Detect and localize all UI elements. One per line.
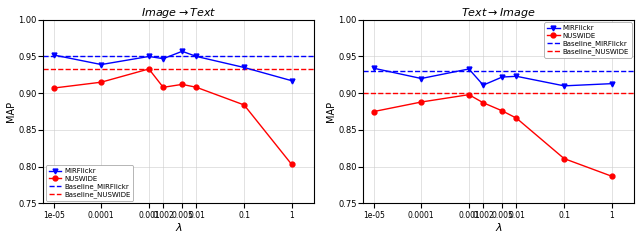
MIRFlickr [288,79,296,82]
NUSWIDE [370,110,378,113]
NUSWIDE [50,87,58,89]
NUSWIDE [240,103,248,106]
MIRFlickr [179,50,186,53]
MIRFlickr [479,84,487,87]
NUSWIDE [608,175,616,178]
NUSWIDE [288,163,296,166]
Line: MIRFlickr: MIRFlickr [371,66,614,88]
NUSWIDE [479,101,487,104]
X-axis label: $\lambda$: $\lambda$ [175,222,183,234]
MIRFlickr [193,55,200,58]
NUSWIDE [499,109,506,112]
MIRFlickr [97,63,105,66]
NUSWIDE [465,93,473,96]
X-axis label: $\lambda$: $\lambda$ [495,222,503,234]
Line: NUSWIDE: NUSWIDE [51,66,294,167]
NUSWIDE [417,101,425,103]
MIRFlickr [513,75,520,78]
Baseline_NUSWIDE [608,92,616,95]
MIRFlickr [370,67,378,70]
Title: $\it{Image} \rightarrow \it{Text}$: $\it{Image} \rightarrow \it{Text}$ [141,5,216,20]
Y-axis label: MAP: MAP [326,101,335,122]
Baseline_MIRFlickr [288,55,296,58]
MIRFlickr [240,66,248,69]
Line: NUSWIDE: NUSWIDE [371,92,614,179]
Legend: MIRFlickr, NUSWIDE, Baseline_MIRFlickr, Baseline_NUSWIDE: MIRFlickr, NUSWIDE, Baseline_MIRFlickr, … [46,165,133,201]
Line: MIRFlickr: MIRFlickr [51,49,294,83]
MIRFlickr [145,55,153,58]
NUSWIDE [159,86,167,89]
NUSWIDE [97,81,105,84]
MIRFlickr [417,77,425,80]
Legend: MIRFlickr, NUSWIDE, Baseline_MIRFlickr, Baseline_NUSWIDE: MIRFlickr, NUSWIDE, Baseline_MIRFlickr, … [545,22,632,58]
Baseline_MIRFlickr [608,70,616,73]
NUSWIDE [179,83,186,86]
MIRFlickr [465,68,473,71]
NUSWIDE [560,157,568,160]
NUSWIDE [513,117,520,120]
Y-axis label: MAP: MAP [6,101,15,122]
NUSWIDE [145,68,153,71]
MIRFlickr [560,84,568,87]
MIRFlickr [608,82,616,85]
Title: $\it{Text} \rightarrow \it{Image}$: $\it{Text} \rightarrow \it{Image}$ [461,5,536,20]
NUSWIDE [193,86,200,89]
MIRFlickr [499,76,506,78]
Baseline_NUSWIDE [288,68,296,71]
MIRFlickr [159,57,167,60]
MIRFlickr [50,54,58,56]
